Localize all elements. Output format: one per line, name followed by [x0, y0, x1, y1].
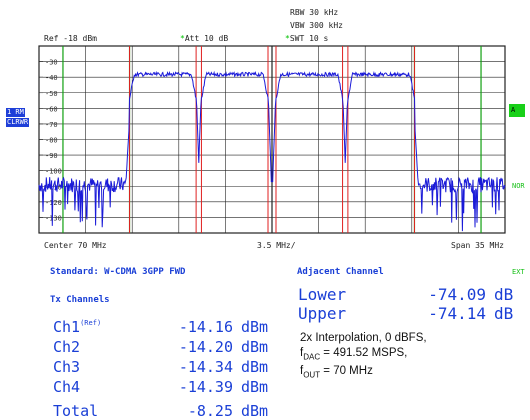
marker-a-tag[interactable]: A	[509, 104, 525, 117]
tx-channels-title: Tx Channels	[50, 295, 110, 305]
adjacent-row-lower: Lower -74.09 dB	[298, 285, 513, 304]
adjacent-list: Lower -74.09 dB Upper -74.14 dB	[298, 285, 513, 323]
plot-grid	[38, 45, 506, 234]
channel-name: Ch3	[53, 358, 81, 376]
att-star-icon: *	[180, 34, 185, 43]
y-tick-label: -80	[45, 137, 58, 145]
y-tick-label: -50	[45, 90, 58, 98]
spectrum-plot[interactable]: -30-40-50-60-70-80-90-100-110-120-130	[37, 44, 507, 235]
ref-level-label: Ref -18 dBm	[44, 34, 97, 43]
rbw-label: RBW 30 kHz	[290, 8, 339, 17]
channel-power: -14.20	[178, 338, 233, 356]
adjacent-unit: dB	[494, 285, 514, 304]
y-tick-label: -100	[45, 168, 62, 176]
note-line-fout: fOUT = 70 MHz	[300, 365, 373, 380]
ext-label: EXT	[512, 268, 525, 276]
tx-row-ch3: Ch3 -14.34 dBm	[53, 358, 268, 376]
swt-label: *SWT 10 s	[285, 34, 329, 43]
power-unit: dBm	[241, 378, 269, 396]
adjacent-channel-title: Adjacent Channel	[297, 267, 384, 277]
y-tick-label: -130	[45, 214, 62, 222]
tx-row-total: Total -8.25 dBm	[53, 402, 268, 420]
power-unit: dBm	[241, 358, 269, 376]
total-power: -8.25	[187, 402, 233, 420]
nor-label: NOR	[512, 182, 525, 190]
power-unit: dBm	[241, 318, 269, 336]
y-tick-label: -90	[45, 152, 58, 160]
tx-row-ch2: Ch2 -14.20 dBm	[53, 338, 268, 356]
note-line-fdac: fDAC = 491.52 MSPS,	[300, 347, 408, 362]
note-line-1: 2x Interpolation, 0 dBFS,	[300, 332, 427, 344]
channel-name: Ch4	[53, 378, 81, 396]
trace-mode-tag[interactable]: 1 RM	[6, 108, 25, 117]
y-ticks: -30-40-50-60-70-80-90-100-110-120-130	[39, 59, 62, 222]
standard-label: Standard: W-CDMA 3GPP FWD	[50, 267, 186, 277]
adjacent-value: -74.14	[428, 304, 486, 323]
channel-name: Ch2	[53, 338, 81, 356]
tx-row-ch1: Ch1(Ref) -14.16 dBm	[53, 318, 268, 336]
config-notes: 2x Interpolation, 0 dBFS, fDAC = 491.52 …	[300, 331, 427, 383]
total-name: Total	[53, 402, 99, 420]
y-tick-label: -120	[45, 199, 62, 207]
y-tick-label: -60	[45, 105, 58, 113]
spectrum-trace	[38, 70, 506, 232]
clear-write-tag[interactable]: CLRWR	[6, 118, 30, 127]
channel-name: Ch1	[53, 318, 81, 336]
adjacent-name: Lower	[298, 285, 347, 304]
y-tick-label: -70	[45, 121, 58, 129]
channel-power: -14.39	[178, 378, 233, 396]
swt-star-icon: *	[285, 34, 290, 43]
tx-row-ch4: Ch4 -14.39 dBm	[53, 378, 268, 396]
span-label: Span 35 MHz	[451, 241, 504, 250]
power-unit: dBm	[241, 402, 269, 420]
center-freq-label: Center 70 MHz	[44, 241, 107, 250]
channel-power: -14.34	[178, 358, 233, 376]
channel-power: -14.16	[178, 318, 233, 336]
channel-lines	[62, 46, 482, 233]
ref-superscript: (Ref)	[80, 319, 102, 327]
power-unit: dBm	[241, 338, 269, 356]
adjacent-name: Upper	[298, 304, 347, 323]
div-label: 3.5 MHz/	[257, 241, 296, 250]
adjacent-value: -74.09	[428, 285, 486, 304]
adjacent-row-upper: Upper -74.14 dB	[298, 304, 513, 323]
vbw-label: VBW 300 kHz	[290, 21, 343, 30]
y-tick-label: -40	[45, 74, 58, 82]
tx-channel-list: Ch1(Ref) -14.16 dBm Ch2 -14.20 dBm Ch3 -14.34…	[53, 318, 268, 420]
y-tick-label: -30	[45, 59, 58, 67]
adjacent-unit: dB	[494, 304, 514, 323]
att-label: *Att 10 dB	[180, 34, 229, 43]
